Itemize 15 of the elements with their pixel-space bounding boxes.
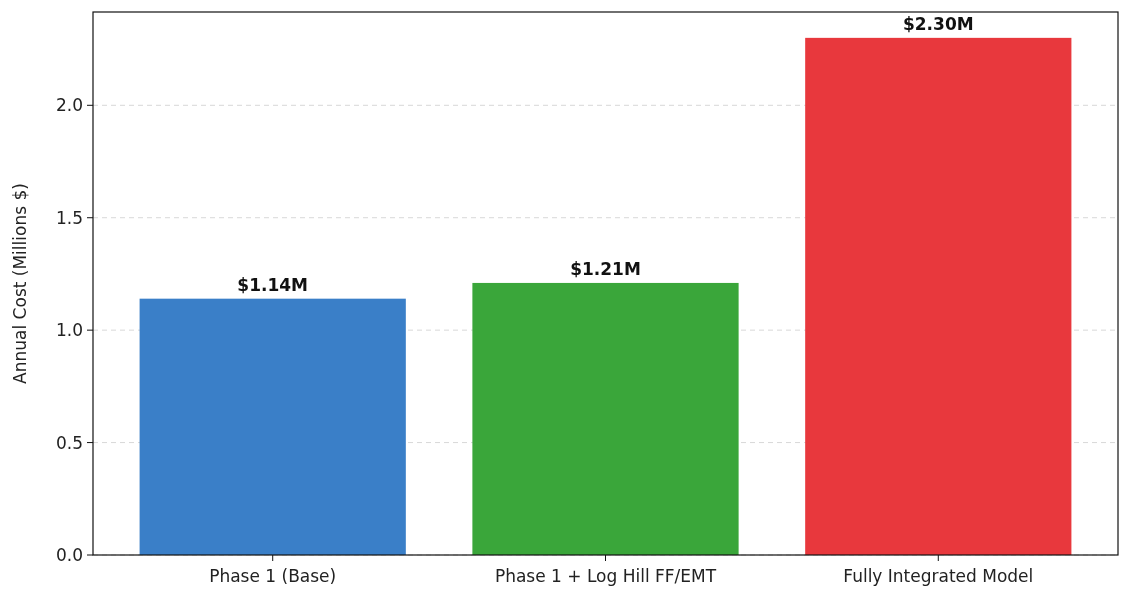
x-tick-label: Phase 1 (Base) [209,566,337,586]
bar [139,298,406,555]
x-tick-label: Phase 1 + Log Hill FF/EMT [494,566,717,586]
y-tick-label: 1.0 [55,320,83,341]
y-tick-label: 0.0 [55,544,83,565]
data-label: $1.21M [570,258,641,279]
x-tick-label: Fully Integrated Model [843,566,1034,586]
y-axis-title: Annual Cost (Millions $) [10,183,30,384]
bar [472,282,739,555]
data-label: $1.14M [237,274,309,295]
bar [805,37,1072,555]
data-label: $2.30M [902,13,974,34]
y-tick-label: 0.5 [55,432,83,453]
y-tick-label: 2.0 [55,95,83,116]
y-tick-label: 1.5 [55,207,83,228]
